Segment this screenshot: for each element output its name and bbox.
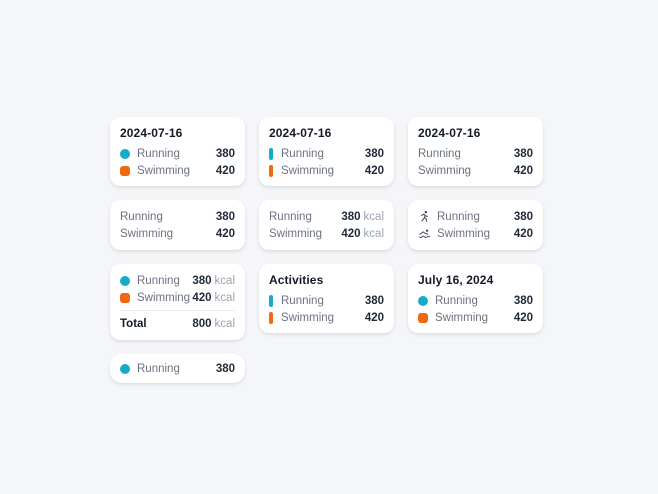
running-dot-icon [418,295,428,306]
swimming-dot-icon [120,292,130,303]
activity-row-running: Running 380 kcal [269,208,384,225]
activity-row-running: Running 380 [120,360,235,377]
activity-value: 420 [215,227,235,240]
activity-row-running: Running 380 [120,145,235,162]
activity-card-single: Running 380 [110,354,245,383]
activity-label: Swimming [137,291,191,304]
activity-value: 380 [192,274,212,287]
activity-label: Running [281,147,324,160]
activity-card-date-dots: 2024-07-16 Running 380 Swimming 420 [110,117,245,186]
activity-value: 380 [364,147,384,160]
card-title: Activities [269,273,324,287]
activity-label: Running [137,362,180,375]
activity-value: 420 [364,164,384,177]
activity-card-long-date: July 16, 2024 Running 380 Swimming 420 [408,264,543,333]
total-row: Total 800 kcal [120,315,235,332]
activity-unit: kcal [363,210,384,223]
swimming-bar-icon [269,164,273,177]
activity-label: Swimming [435,311,489,324]
runner-icon [418,210,431,223]
activity-row-running: Running 380 [269,145,384,162]
activity-value: 380 [215,362,235,375]
activity-value: 380 [513,147,533,160]
activity-value: 420 [364,311,384,324]
card-date-title: 2024-07-16 [269,126,332,140]
activity-label: Running [120,210,163,223]
activity-row-swimming: Swimming 420 [418,162,533,179]
activity-unit: kcal [214,274,235,287]
running-bar-icon [269,294,273,307]
activity-value: 420 [513,164,533,177]
card-date-title: 2024-07-16 [418,126,481,140]
activity-unit: kcal [214,291,235,304]
activity-label: Running [435,294,478,307]
activity-value: 380 [215,210,235,223]
total-label: Total [120,317,147,330]
running-dot-icon [120,148,130,159]
activity-label: Swimming [120,227,174,240]
card-date-title: July 16, 2024 [418,273,494,287]
activity-row-running: Running 380 [120,208,235,225]
activity-unit: kcal [363,227,384,240]
activity-card-activities: Activities Running 380 Swimming 420 [259,264,394,333]
activity-label: Running [137,274,180,287]
activity-label: Swimming [281,164,335,177]
activity-row-swimming: Swimming 420 [120,225,235,242]
activity-label: Swimming [418,164,472,177]
activity-label: Swimming [137,164,191,177]
activity-row-swimming: Swimming 420 [418,309,533,326]
swimming-dot-icon [120,165,130,176]
total-unit: kcal [214,317,235,330]
activity-row-running: Running 380 [418,208,533,225]
activity-label: Running [437,210,480,223]
activity-row-swimming: Swimming 420 kcal [269,225,384,242]
activity-label: Running [281,294,324,307]
activity-value: 420 [215,164,235,177]
activity-value: 380 [513,210,533,223]
activity-value: 380 [341,210,361,223]
activity-row-running: Running 380 kcal [120,272,235,289]
activity-row-swimming: Swimming 420 [269,162,384,179]
activity-card-glyphs: Running 380 Swimming 420 [408,200,543,250]
activity-card-total: Running 380 kcal Swimming 420 kcal Total… [110,264,245,340]
activity-label: Running [137,147,180,160]
activity-cards-grid: 2024-07-16 Running 380 Swimming 420 2024… [110,117,543,383]
running-dot-icon [120,363,130,374]
total-divider [120,310,235,311]
activity-value: 420 [341,227,361,240]
activity-label: Swimming [281,311,335,324]
activity-row-swimming: Swimming 420 [418,225,533,242]
card-date-title: 2024-07-16 [120,126,183,140]
running-bar-icon [269,147,273,160]
activity-label: Running [418,147,461,160]
activity-value: 380 [513,294,533,307]
activity-card-date-bars: 2024-07-16 Running 380 Swimming 420 [259,117,394,186]
activity-row-swimming: Swimming 420 [269,309,384,326]
activity-value: 420 [192,291,212,304]
activity-row-swimming: Swimming 420 kcal [120,289,235,306]
running-dot-icon [120,275,130,286]
activity-value: 380 [364,294,384,307]
activity-label: Swimming [269,227,323,240]
activity-card-plain: Running 380 Swimming 420 [110,200,245,250]
activity-card-date-plain: 2024-07-16 Running 380 Swimming 420 [408,117,543,186]
swimmer-icon [418,227,431,240]
swimming-dot-icon [418,312,428,323]
activity-row-running: Running 380 [269,292,384,309]
activity-value: 420 [513,227,533,240]
activity-row-running: Running 380 [418,145,533,162]
swimming-bar-icon [269,311,273,324]
activity-card-units: Running 380 kcal Swimming 420 kcal [259,200,394,250]
activity-row-running: Running 380 [418,292,533,309]
activity-label: Running [269,210,312,223]
activity-label: Swimming [437,227,491,240]
activity-value: 380 [215,147,235,160]
activity-row-swimming: Swimming 420 [120,162,235,179]
total-value: 800 [192,317,212,330]
activity-value: 420 [513,311,533,324]
